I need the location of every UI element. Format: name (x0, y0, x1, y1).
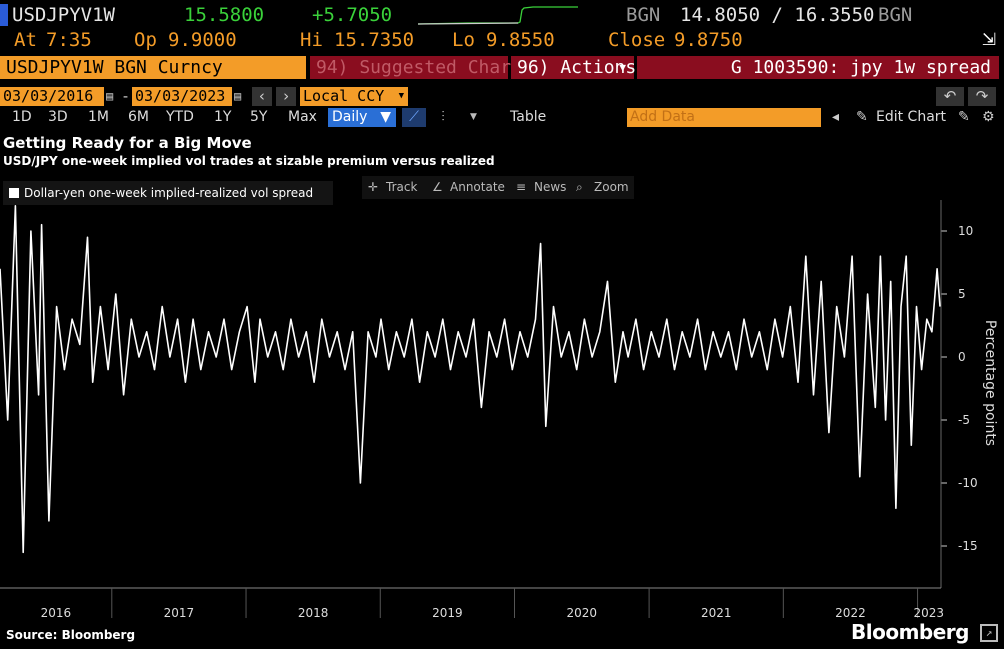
frequency-select[interactable]: Daily ▼ (328, 108, 396, 127)
ohlc-icon[interactable]: ⫶ (441, 109, 445, 125)
y-tick-label: 0 (958, 350, 966, 364)
legend[interactable]: Dollar-yen one-week implied-realized vol… (3, 181, 333, 205)
chevron-down-icon: ▼ (619, 61, 626, 74)
last-price: 15.5800 (184, 4, 265, 26)
x-tick-label: 2018 (298, 606, 329, 620)
security-name[interactable]: USDJPYV1W BGN Curncy (0, 56, 306, 79)
period-3d[interactable]: 3D (48, 109, 68, 125)
calendar-icon[interactable]: ▤ (106, 89, 114, 103)
edit-icon[interactable]: ✎ (958, 109, 970, 125)
ticker-color-box (0, 4, 8, 26)
x-tick-label: 2023 (914, 606, 945, 620)
currency-value: Local CCY (303, 87, 385, 105)
chevron-right-icon[interactable]: › (276, 87, 296, 106)
series-line-vol-spread (0, 205, 941, 554)
redo-icon[interactable]: ↷ (968, 87, 996, 106)
legend-swatch (9, 188, 19, 198)
period-1m[interactable]: 1M (88, 109, 109, 125)
open-value: 9.9000 (168, 29, 237, 51)
low-value: 9.8550 (486, 29, 555, 51)
intraday-sparkline-icon (418, 6, 578, 25)
annotate-icon[interactable]: ∠ (432, 180, 443, 194)
actions-menu[interactable]: 96) Actions ▼ (511, 56, 637, 79)
start-date-input[interactable]: 03/03/2016 (0, 87, 104, 106)
x-tick-label: 2022 (835, 606, 866, 620)
chart-title: Getting Ready for a Big Move (3, 134, 252, 152)
y-tick-label: 10 (958, 224, 973, 238)
source-label-2: BGN (878, 4, 913, 26)
high-value: 15.7350 (334, 29, 415, 51)
chart-subtitle: USD/JPY one-week implied vol trades at s… (3, 154, 495, 168)
period-1d[interactable]: 1D (12, 109, 32, 125)
expand-icon[interactable]: ↗ (980, 624, 998, 642)
at-time: 7:35 (46, 29, 92, 51)
calendar-icon[interactable]: ▤ (234, 89, 242, 103)
x-tick-label: 2020 (567, 606, 598, 620)
x-tick-label: 2016 (41, 606, 72, 620)
close-value: 9.8750 (674, 29, 743, 51)
annotate-button[interactable]: Annotate (450, 180, 505, 194)
period-max[interactable]: Max (288, 109, 317, 125)
add-data-input[interactable]: Add Data (627, 108, 821, 127)
at-label: At (14, 29, 37, 51)
line-chart-icon[interactable]: ⟋ (402, 108, 426, 127)
ticker: USDJPYV1W (12, 4, 115, 26)
track-button[interactable]: Track (386, 180, 418, 194)
y-tick-label: -10 (958, 476, 978, 490)
x-tick-label: 2017 (164, 606, 195, 620)
y-tick-label: -5 (958, 413, 970, 427)
bid-ask: 14.8050 / 16.3550 (680, 4, 875, 26)
high-label: Hi (300, 29, 323, 51)
chart-toolbox: ✛ Track ∠ Annotate ≡ News ⌕ Zoom (362, 176, 634, 199)
chart-area[interactable]: 10 5 0 -5 -10 -15 Percentage points 2016 2017 201… (0, 200, 1004, 625)
x-tick-label: 2021 (701, 606, 732, 620)
bloomberg-logo: Bloomberg (851, 620, 969, 644)
period-ytd[interactable]: YTD (166, 109, 194, 125)
y-axis-label: Percentage points (982, 320, 998, 446)
legend-label: Dollar-yen one-week implied-realized vol… (24, 186, 314, 200)
low-label: Lo (452, 29, 475, 51)
news-icon[interactable]: ≡ (516, 180, 527, 194)
net-change: +5.7050 (312, 4, 393, 26)
suggested-charts-button[interactable]: 94) Suggested Charts (310, 56, 533, 79)
period-6m[interactable]: 6M (128, 109, 149, 125)
gear-icon[interactable]: ⚙ (982, 109, 995, 125)
y-tick-label: -15 (958, 539, 978, 553)
chevron-left-icon[interactable]: ◂ (832, 109, 840, 125)
zoom-button[interactable]: Zoom (594, 180, 629, 194)
open-label: Op (134, 29, 157, 51)
export-icon[interactable]: ⇲ (981, 30, 997, 50)
y-tick-label: 5 (958, 287, 966, 301)
zoom-icon[interactable]: ⌕ (576, 180, 583, 194)
news-button[interactable]: News (534, 180, 567, 194)
end-date-input[interactable]: 03/03/2023 (132, 87, 232, 106)
source-label: BGN (626, 4, 661, 26)
table-button[interactable]: Table (510, 109, 547, 125)
edit-chart-button[interactable]: Edit Chart (876, 109, 947, 125)
x-tick-label: 2019 (432, 606, 463, 620)
crosshair-icon[interactable]: ✛ (368, 180, 379, 194)
source-note: Source: Bloomberg (6, 628, 136, 642)
pencil-icon: ✎ (856, 109, 868, 125)
actions-label: 96) Actions (517, 57, 637, 78)
date-separator: - (121, 87, 131, 105)
undo-icon[interactable]: ↶ (936, 87, 964, 106)
chevron-down-icon[interactable]: ▼ (470, 112, 477, 122)
frequency-value: Daily (332, 109, 368, 125)
currency-select[interactable]: Local CCY ▼ (300, 87, 408, 106)
chevron-down-icon: ▼ (380, 109, 391, 125)
period-5y[interactable]: 5Y (250, 109, 268, 125)
close-label: Close (608, 29, 666, 51)
chevron-down-icon: ▼ (398, 91, 404, 101)
chevron-left-icon[interactable]: ‹ (252, 87, 272, 106)
period-1y[interactable]: 1Y (214, 109, 232, 125)
chart-id[interactable]: G 1003590: jpy 1w spread (637, 56, 999, 79)
